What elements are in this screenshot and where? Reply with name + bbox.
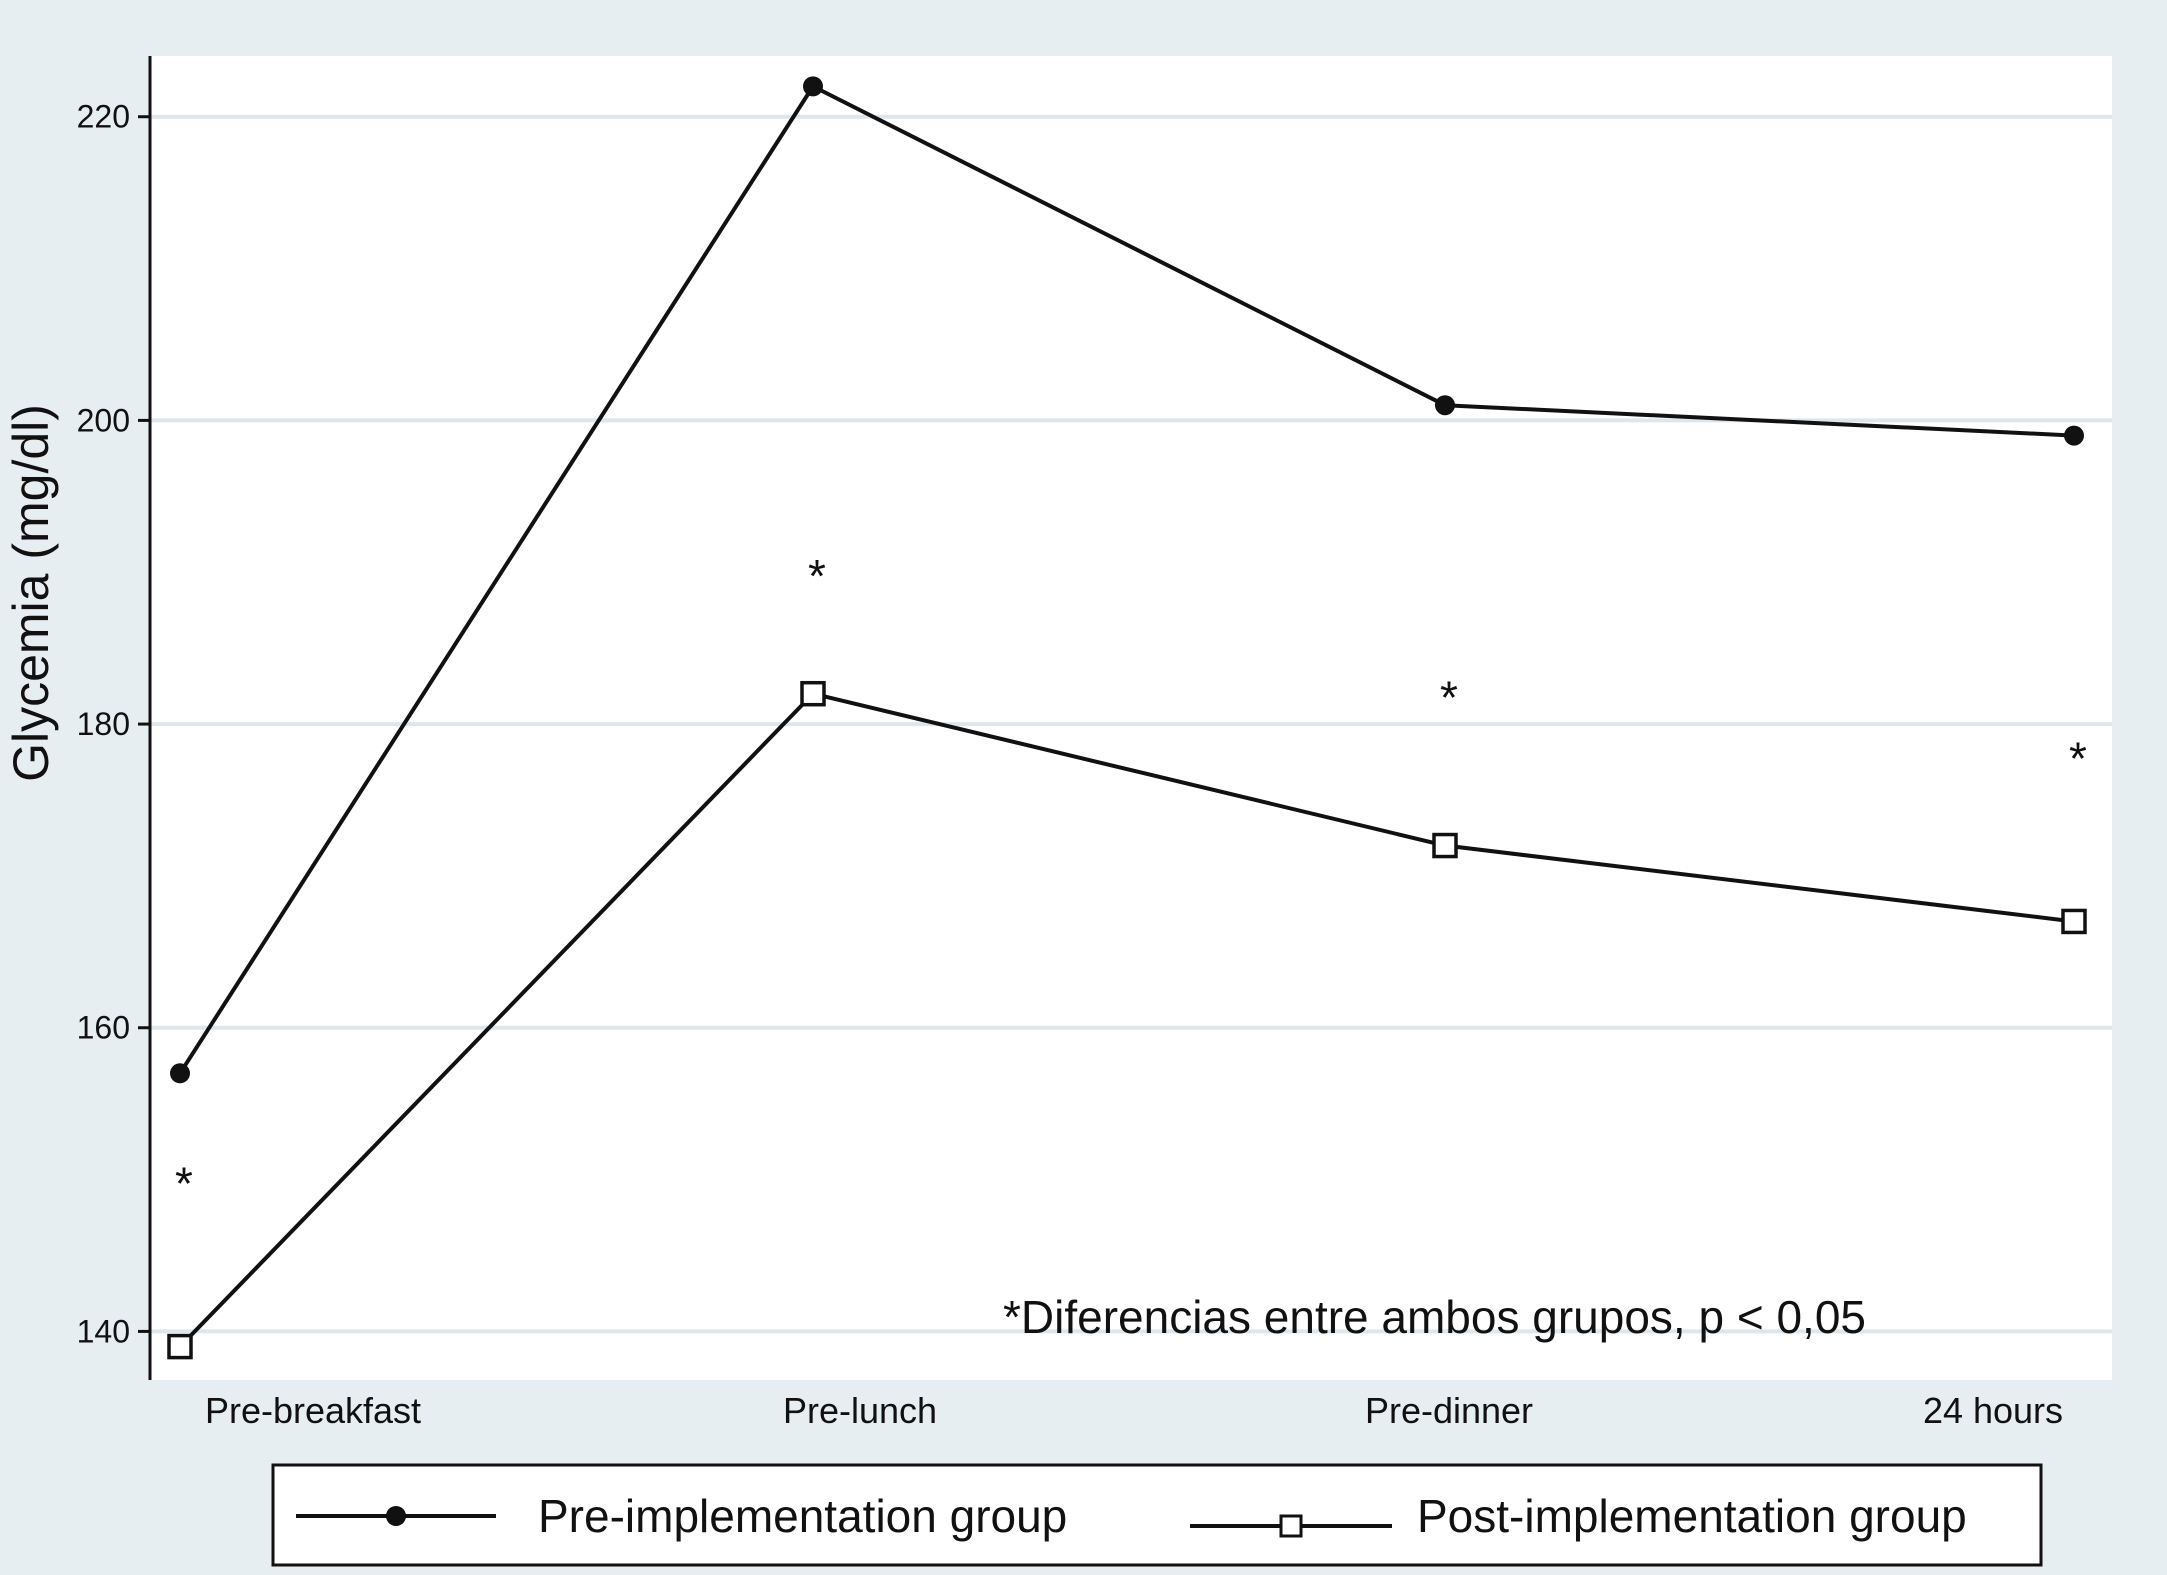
x-tick-label: Pre-lunch [783,1390,937,1431]
legend: Pre-implementation group Post-implementa… [271,1463,2043,1567]
significance-note: *Diferencias entre ambos grupos, p < 0,0… [1003,1291,1866,1343]
y-tick-label: 140 [77,1313,130,1349]
y-tick-label: 160 [77,1010,130,1046]
y-tick-label: 200 [77,402,130,438]
significance-markers: * * * * [175,550,2087,1209]
series-layer [167,76,2087,1360]
significance-star: * [808,550,826,602]
y-axis-label: Glycemia (mg/dl) [3,404,59,782]
y-tick-label: 180 [77,706,130,742]
x-tick-label: Pre-dinner [1365,1390,1533,1431]
data-point [2061,908,2087,935]
x-tick-label: Pre-breakfast [205,1390,421,1431]
legend-pre-marker [386,1506,406,1526]
legend-box [271,1463,2043,1567]
data-point [1435,395,1455,416]
legend-post-marker [1279,1514,1303,1538]
legend-pre-label: Pre-implementation group [538,1490,1067,1542]
data-point [1432,832,1458,859]
x-tick-label: 24 hours [1923,1390,2063,1431]
significance-star: * [175,1158,193,1210]
data-point [167,1333,193,1360]
y-tick-label: 220 [77,99,130,135]
series-line-2 [178,691,2075,1348]
series-line-1 [178,84,2075,1075]
plot-area [150,56,2112,1380]
significance-star: * [1440,672,1458,724]
y-axis-ticks: 140 160 180 200 220 [77,99,150,1349]
legend-post-label: Post-implementation group [1417,1490,1967,1542]
data-point [803,76,823,97]
significance-star: * [2069,732,2087,784]
x-axis-ticks: Pre-breakfast Pre-lunch Pre-dinner 24 hours [205,1390,2063,1431]
data-point [800,680,826,707]
data-point [170,1063,190,1084]
data-point [2064,425,2084,446]
